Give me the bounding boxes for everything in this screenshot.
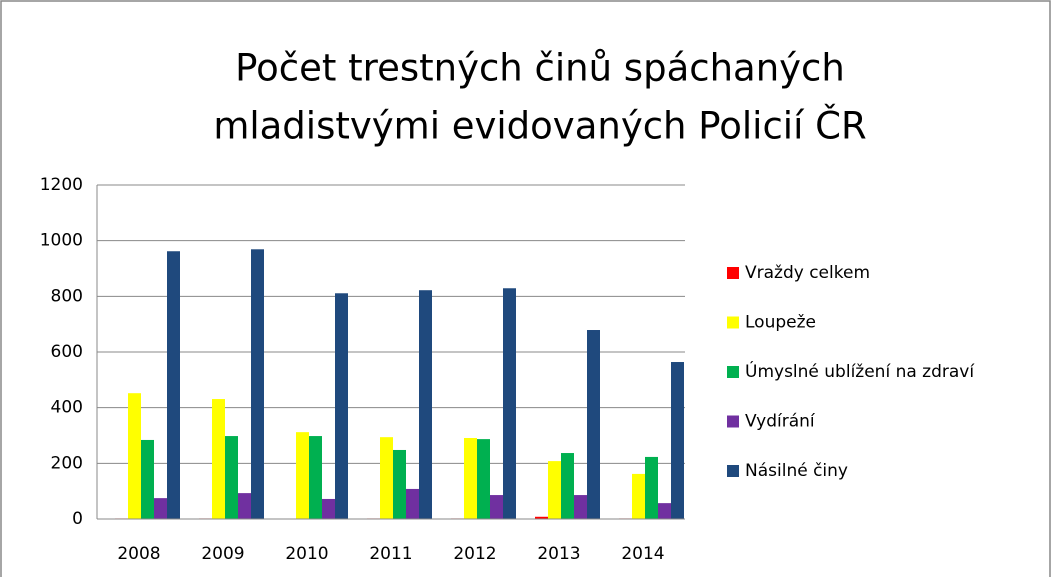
bar [380,437,393,519]
y-tick-label: 0 [72,509,83,529]
bar [296,432,309,519]
y-tick-label: 800 [51,286,83,306]
bar [167,251,180,519]
bar [238,493,251,519]
bar [128,393,141,519]
bar [574,495,587,519]
x-tick-label: 2012 [453,544,496,564]
legend-label: Vydírání [745,412,816,432]
bar [671,362,684,519]
x-tick-label: 2011 [369,544,412,564]
bar [212,399,225,519]
legend-swatch [727,316,739,329]
chart-title: mladistvými evidovaných Policií ČR [213,104,866,148]
bar [561,453,574,519]
bar [503,288,516,519]
bar [393,449,406,519]
legend-swatch [727,465,739,477]
bar [645,456,658,519]
legend-label: Úmyslné ublížení na zdraví [745,360,975,382]
legend-label: Vraždy celkem [745,263,870,283]
bar [490,495,503,519]
chart-title: Počet trestných činů spáchaných [235,47,845,90]
x-tick-label: 2009 [201,544,244,564]
x-tick-label: 2010 [285,544,328,564]
bar [587,330,600,519]
bar [225,436,238,519]
bar [477,439,490,519]
y-tick-label: 400 [51,398,83,418]
y-tick-label: 1000 [40,231,83,251]
x-tick-label: 2014 [621,544,664,564]
bar [322,498,335,519]
bar [406,488,419,519]
bar [251,249,264,520]
y-tick-label: 1200 [40,175,83,195]
legend-swatch [727,415,739,428]
bar [154,498,167,519]
y-tick-label: 600 [51,342,83,362]
bar [141,439,154,519]
bar [464,438,477,519]
legend-swatch [727,366,739,378]
x-tick-label: 2008 [117,544,160,564]
bar [658,503,671,519]
bar [535,516,548,519]
bar [309,436,322,519]
legend-label: Loupeže [745,313,816,333]
legend-label: Násilné činy [745,461,848,481]
bar [632,473,645,519]
y-tick-label: 200 [51,453,83,473]
bar [335,293,348,519]
legend-swatch [727,267,739,279]
bar [548,461,561,519]
bar [419,290,432,519]
x-tick-label: 2013 [537,544,580,564]
